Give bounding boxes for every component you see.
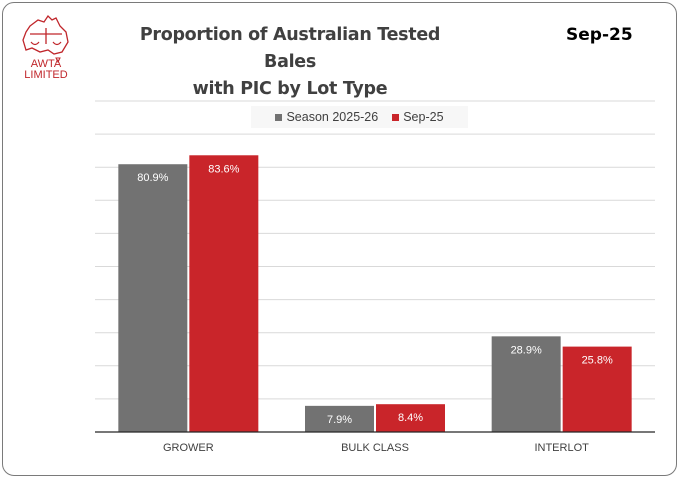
bar-month <box>189 155 259 432</box>
chart-title: Proportion of Australian Tested Bales wit… <box>120 22 460 103</box>
logo-text: AWTA LIMITED <box>20 59 72 81</box>
period-label: Sep-25 <box>566 25 633 45</box>
logo-text-limited: LIMITED <box>24 69 68 81</box>
legend-swatch-season <box>275 114 283 121</box>
legend-label-month: Sep-25 <box>403 110 444 124</box>
legend: Season 2025-26 Sep-25 <box>251 106 468 128</box>
bar-month <box>376 404 445 432</box>
data-label: 80.9% <box>137 172 168 184</box>
bar-month <box>562 346 632 432</box>
data-label: 28.9% <box>511 344 542 356</box>
data-label: 7.9% <box>327 414 352 426</box>
bar-season <box>305 405 374 432</box>
data-label: 8.4% <box>398 412 423 424</box>
category-label: GROWER <box>163 442 214 454</box>
category-label: INTERLOT <box>534 442 589 454</box>
title-line-1: Proportion of Australian Tested Bales <box>139 25 441 72</box>
data-label: 83.6% <box>208 163 239 175</box>
logo-text-awta: AWTA <box>30 58 62 70</box>
australia-map-icon <box>22 14 69 64</box>
legend-item-month: Sep-25 <box>392 110 444 124</box>
data-label: 25.8% <box>582 355 613 367</box>
bar-season <box>118 164 188 432</box>
legend-swatch-month <box>392 114 400 121</box>
category-label: BULK CLASS <box>341 442 409 454</box>
awta-logo <box>18 14 74 84</box>
legend-label-season: Season 2025-26 <box>286 110 379 124</box>
bar-season <box>491 336 561 432</box>
legend-item-season: Season 2025-26 <box>275 110 378 124</box>
title-line-2: with PIC by Lot Type <box>192 79 388 99</box>
